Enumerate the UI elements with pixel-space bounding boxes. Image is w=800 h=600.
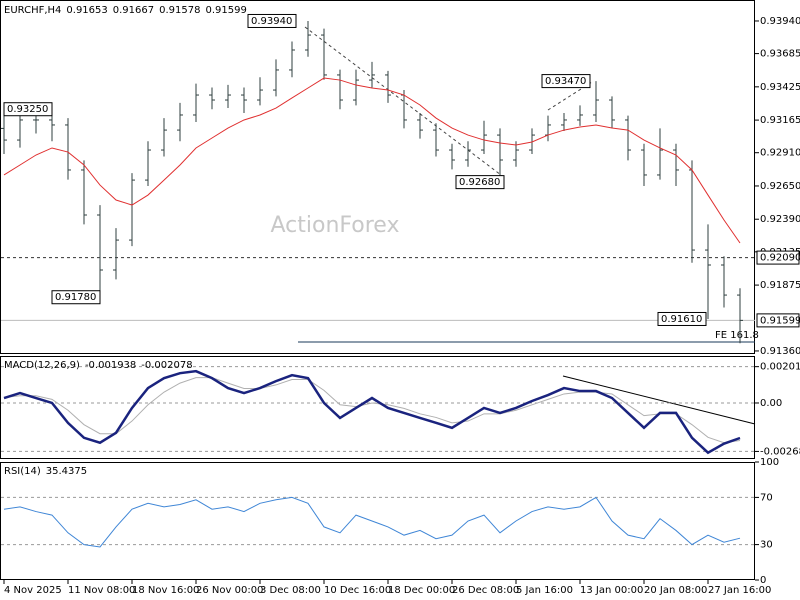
- price-annotation-box: [541, 74, 591, 89]
- panel-header: 0.91599: [205, 5, 246, 16]
- rsi-line: [3, 496, 741, 548]
- moving-average: [3, 77, 741, 244]
- panel-header: -0.002078: [141, 360, 192, 371]
- y-tick-label: 0: [760, 575, 766, 586]
- price-annotation-box: [247, 13, 297, 28]
- price-annotation-box: [3, 102, 53, 117]
- y-tick-label: 0.92650: [760, 181, 800, 192]
- current-price-label-box: [756, 313, 800, 328]
- macd-line: [3, 369, 741, 455]
- watermark: ActionForex: [271, 213, 400, 238]
- panel-header: 0.91578: [159, 5, 200, 16]
- price-annotation-box: [455, 175, 505, 190]
- x-tick-label: 27 Jan 16:00: [708, 585, 771, 596]
- panel-header: 35.4375: [46, 466, 87, 477]
- y-tick-label: -0.002681: [760, 446, 800, 457]
- x-tick-label: 11 Nov 08:00: [68, 585, 135, 596]
- x-tick-label: 4 Nov 2025: [4, 585, 62, 596]
- signal-line: [3, 377, 741, 444]
- y-tick-label: 0.00: [760, 398, 782, 409]
- fe-label: FE 161.8: [715, 330, 759, 341]
- y-tick-label: 0.92910: [760, 148, 800, 159]
- x-tick-label: 18 Nov 16:00: [132, 585, 199, 596]
- y-tick-label: 0.00201: [760, 362, 800, 373]
- panel-header: EURCHF,H4: [4, 5, 61, 16]
- y-tick-label: 0.93165: [760, 115, 800, 126]
- y-tick-label: 0.91360: [760, 346, 800, 357]
- panel-header: 0.91653: [66, 5, 107, 16]
- panel-header: RSI(14): [4, 466, 41, 477]
- price-annotation: 0.93470: [545, 76, 586, 87]
- x-tick-label: 3 Dec 08:00: [260, 585, 321, 596]
- rsi-panel: [0, 462, 755, 580]
- price-annotation: 0.93940: [251, 16, 292, 27]
- x-tick-label: 10 Dec 16:00: [324, 585, 391, 596]
- y-tick-label: 0.93940: [760, 16, 800, 27]
- price-panel: [0, 0, 755, 354]
- price-annotation-box: [51, 290, 101, 305]
- price-annotation: 0.93250: [7, 104, 48, 115]
- y-tick-label: 0.91875: [760, 280, 800, 291]
- macd-panel: [0, 356, 755, 459]
- y-tick-label: 0.92390: [760, 214, 800, 225]
- price-annotation: 0.91780: [55, 292, 96, 303]
- current-price-label: 0.91599: [760, 315, 800, 326]
- x-tick-label: 26 Nov 00:00: [196, 585, 263, 596]
- panel-header: MACD(12,26,9): [4, 360, 80, 371]
- x-tick-label: 18 Dec 00:00: [388, 585, 455, 596]
- y-tick-label: 0.93425: [760, 82, 800, 93]
- x-tick-label: 5 Jan 16:00: [516, 585, 573, 596]
- macd-trend-line: [562, 375, 756, 425]
- y-tick-label: 70: [760, 492, 773, 503]
- y-tick-label: 30: [760, 540, 773, 551]
- level-label: 0.92090: [760, 253, 800, 264]
- panel-header: 0.91667: [113, 5, 154, 16]
- price-annotation: 0.91610: [661, 314, 702, 325]
- price-annotation-box: [657, 311, 707, 326]
- level-label-box: [756, 250, 800, 265]
- y-tick-label: 100: [760, 457, 779, 468]
- y-tick-label: 0.93685: [760, 49, 800, 60]
- panel-header: -0.001938: [85, 360, 136, 371]
- x-tick-label: 13 Jan 00:00: [580, 585, 643, 596]
- x-tick-label: 26 Dec 08:00: [452, 585, 519, 596]
- price-annotation: 0.92680: [459, 177, 500, 188]
- x-tick-label: 20 Jan 08:00: [644, 585, 707, 596]
